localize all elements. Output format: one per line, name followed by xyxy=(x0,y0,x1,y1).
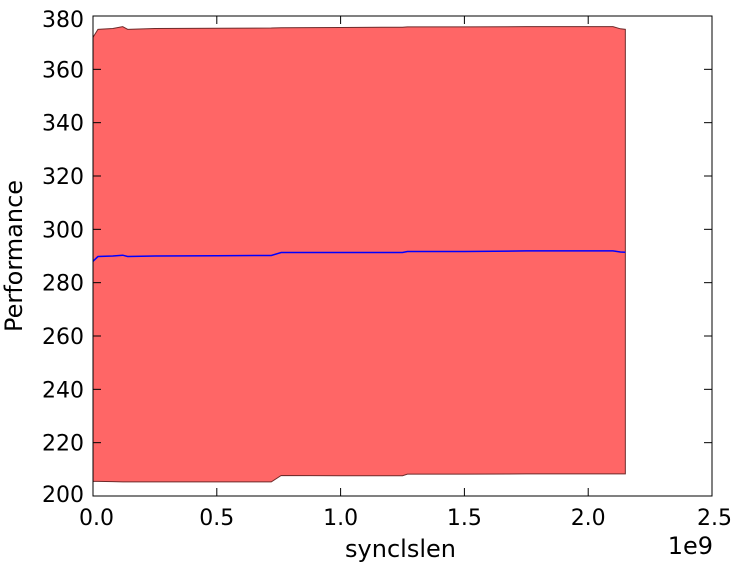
y-axis-label: Performance xyxy=(0,180,28,332)
y-tick-label: 220 xyxy=(42,432,84,457)
y-tick-label: 240 xyxy=(42,378,84,403)
axes-frame xyxy=(92,15,713,497)
confidence-band xyxy=(92,26,626,483)
y-tick-label: 260 xyxy=(42,325,84,350)
y-tick-label: 300 xyxy=(42,218,84,243)
series-line xyxy=(92,250,626,262)
y-tick-label: 280 xyxy=(42,272,84,297)
x-axis-label: synclslen xyxy=(345,535,456,563)
x-tick-label: 0.0 xyxy=(79,506,114,531)
y-tick-label: 380 xyxy=(42,8,84,33)
x-tick-label: 2.5 xyxy=(697,506,732,531)
y-tick-label: 200 xyxy=(42,483,84,508)
y-tick-label: 340 xyxy=(42,112,84,137)
y-axis-ticks: 200 220 240 260 280 300 320 340 360 380 xyxy=(42,8,712,508)
x-tick-label: 1.0 xyxy=(323,506,358,531)
x-tick-label: 2.0 xyxy=(571,506,606,531)
x-tick-label: 1.5 xyxy=(447,506,482,531)
x-axis-ticks: 0.0 0.5 1.0 1.5 2.0 2.5 xyxy=(79,16,732,531)
x-axis-offset-label: 1e9 xyxy=(668,532,713,560)
plot-area xyxy=(92,15,713,497)
y-tick-label: 360 xyxy=(42,58,84,83)
x-tick-label: 0.5 xyxy=(199,506,234,531)
y-tick-label: 320 xyxy=(42,165,84,190)
